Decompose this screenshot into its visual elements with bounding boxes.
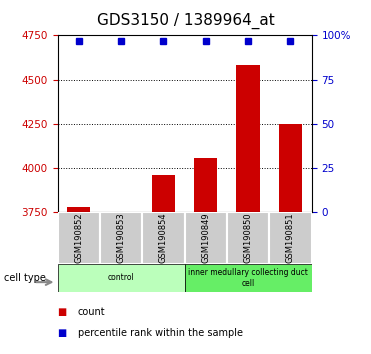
Bar xyxy=(194,158,217,212)
Text: GSM190849: GSM190849 xyxy=(201,213,210,263)
Text: GSM190853: GSM190853 xyxy=(116,213,125,263)
Text: ■: ■ xyxy=(58,307,67,316)
Text: percentile rank within the sample: percentile rank within the sample xyxy=(78,328,243,338)
Bar xyxy=(152,175,175,212)
Bar xyxy=(58,212,100,264)
Text: ■: ■ xyxy=(58,328,67,338)
Bar xyxy=(236,65,260,212)
Text: GDS3150 / 1389964_at: GDS3150 / 1389964_at xyxy=(96,12,275,29)
Bar xyxy=(279,124,302,212)
Bar xyxy=(185,264,312,292)
Bar xyxy=(67,207,90,212)
Text: GSM190851: GSM190851 xyxy=(286,213,295,263)
Text: cell type: cell type xyxy=(4,273,46,283)
Bar xyxy=(269,212,312,264)
Text: GSM190854: GSM190854 xyxy=(159,213,168,263)
Text: GSM190850: GSM190850 xyxy=(244,213,253,263)
Text: GSM190852: GSM190852 xyxy=(74,213,83,263)
Bar xyxy=(227,212,269,264)
Text: count: count xyxy=(78,307,105,316)
Text: inner medullary collecting duct
cell: inner medullary collecting duct cell xyxy=(188,268,308,287)
Bar xyxy=(185,212,227,264)
Bar xyxy=(109,211,133,212)
Bar xyxy=(100,212,142,264)
Text: control: control xyxy=(108,273,134,282)
Bar xyxy=(58,264,185,292)
Bar xyxy=(142,212,185,264)
